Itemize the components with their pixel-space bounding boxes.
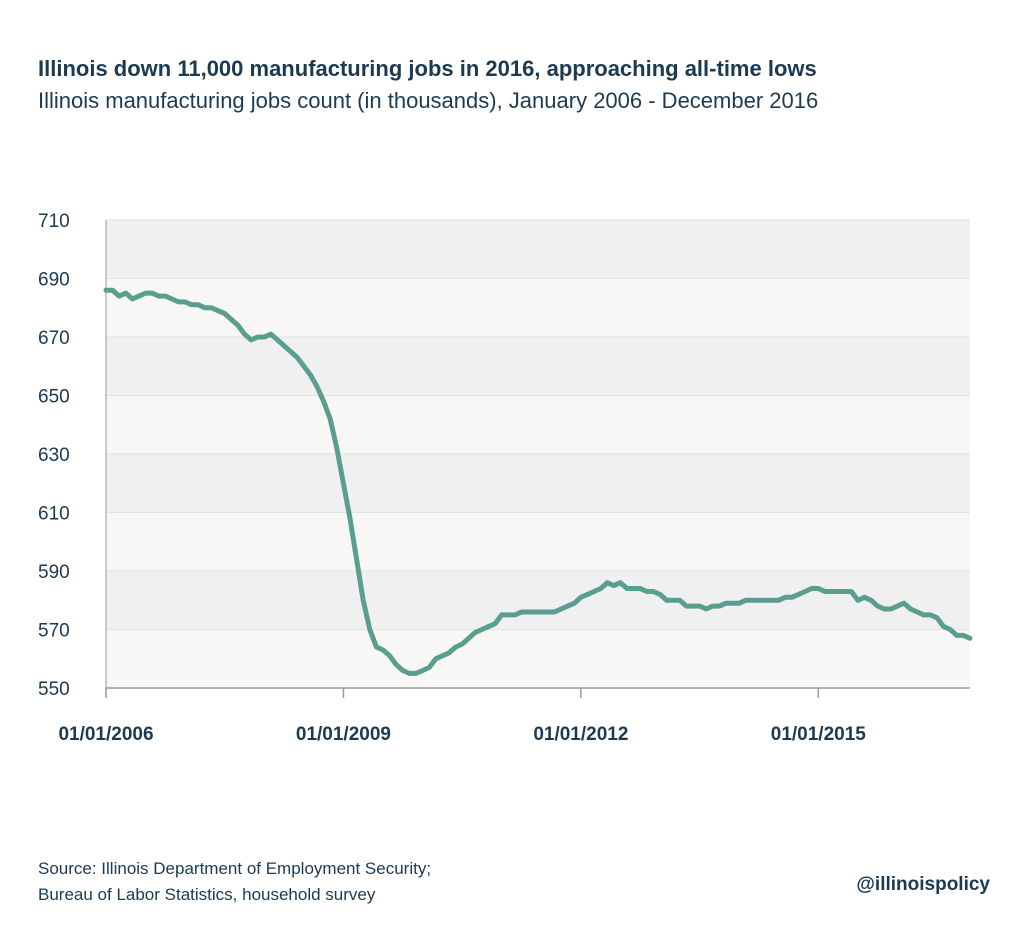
- grid-band: [106, 220, 970, 279]
- grid-bands: [106, 220, 970, 688]
- y-tick-label: 570: [38, 621, 70, 642]
- y-tick-label: 610: [38, 504, 70, 525]
- series-layer: [103, 287, 973, 676]
- y-tick-label: 550: [38, 679, 70, 700]
- y-tick-label: 590: [38, 562, 70, 583]
- grid-band: [106, 454, 970, 513]
- y-tick-label: 650: [38, 387, 70, 408]
- grid-band: [106, 337, 970, 396]
- x-tick-label: 01/01/2009: [296, 724, 391, 745]
- y-tick-label: 690: [38, 270, 70, 291]
- grid-band: [106, 629, 970, 688]
- source-line-1: Source: Illinois Department of Employmen…: [38, 859, 432, 878]
- grid-band: [106, 395, 970, 454]
- tick-labels: 710 690 670 650 630 610 590 570 550 01/01/2006 01/…: [38, 211, 866, 745]
- brand-handle: @illinoispolicy: [856, 874, 990, 895]
- chart-subtitle: Illinois manufacturing jobs count (in th…: [38, 88, 819, 113]
- x-tick-label: 01/01/2006: [58, 724, 153, 745]
- x-tick-label: 01/01/2012: [533, 724, 628, 745]
- x-tick-label: 01/01/2015: [771, 724, 867, 745]
- y-tick-label: 710: [38, 211, 70, 232]
- grid-band: [106, 571, 970, 630]
- y-tick-label: 630: [38, 445, 70, 466]
- axes: [105, 219, 970, 698]
- y-tick-label: 670: [38, 328, 70, 349]
- source-note: Source: Illinois Department of Employmen…: [38, 856, 431, 908]
- source-line-2: Bureau of Labor Statistics, household su…: [38, 885, 376, 904]
- series-line: [103, 287, 973, 676]
- grid-band: [106, 278, 970, 337]
- chart-title: Illinois down 11,000 manufacturing jobs …: [38, 56, 817, 81]
- grid-band: [106, 512, 970, 571]
